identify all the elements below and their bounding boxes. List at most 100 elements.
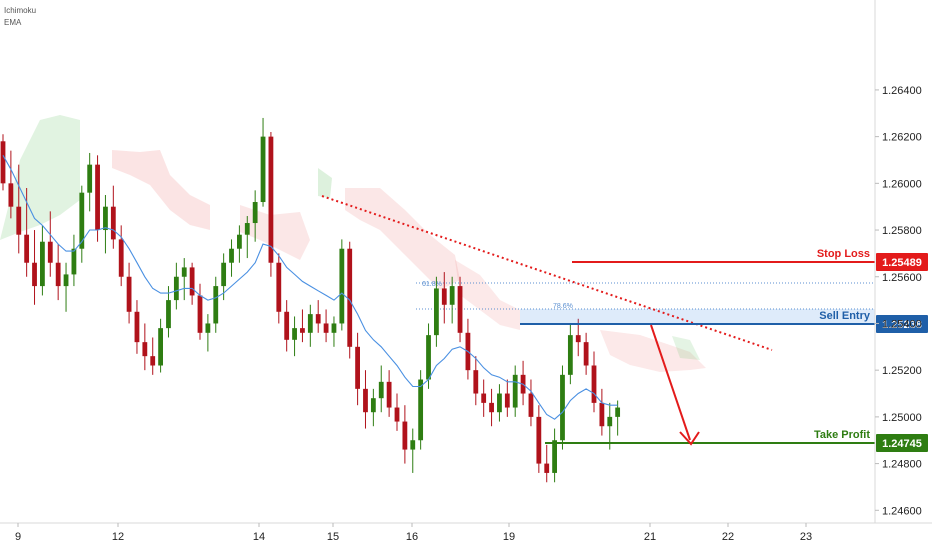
candle-body xyxy=(497,393,502,413)
cloud-segment xyxy=(318,168,332,198)
candle-body xyxy=(544,463,550,473)
price-tick-label: 1.25400 xyxy=(882,318,922,330)
candle-body xyxy=(473,370,479,394)
price-badge-text: 1.25238 xyxy=(882,319,922,331)
candle-body xyxy=(599,402,605,427)
price-tick-label: 1.24600 xyxy=(882,505,922,517)
candle-body xyxy=(591,365,597,403)
price-tick-label: 1.25600 xyxy=(882,272,922,284)
cloud-segment xyxy=(672,336,700,360)
price-tick-label: 1.25200 xyxy=(882,365,922,377)
candle-body xyxy=(189,267,195,296)
candle-body xyxy=(481,393,487,403)
time-tick-label: 23 xyxy=(800,531,812,543)
candle-body xyxy=(512,374,518,408)
candle-body xyxy=(402,421,408,450)
candle-body xyxy=(110,206,116,240)
candle-body xyxy=(575,335,581,343)
candle-body xyxy=(607,416,613,427)
candle-body xyxy=(315,314,321,324)
price-tick-label: 1.26200 xyxy=(882,132,922,144)
candle-body xyxy=(489,402,494,413)
candle-body xyxy=(0,141,6,184)
price-tick-label: 1.26400 xyxy=(882,85,922,97)
level-label: Stop Loss xyxy=(817,248,870,260)
candle-body xyxy=(40,241,45,287)
indicator-label-ichimoku[interactable]: Ichimoku xyxy=(4,6,37,15)
price-badge-text: 1.24745 xyxy=(882,438,922,450)
candle-body xyxy=(560,374,565,441)
candle-body xyxy=(615,407,621,417)
time-axis[interactable]: 9 12 14 15 16 19 21 22 23 xyxy=(0,522,932,543)
candle-body xyxy=(394,407,400,422)
candle-body xyxy=(213,286,219,324)
candle-body xyxy=(142,342,148,357)
candle-body xyxy=(260,136,266,203)
candlestick-series xyxy=(0,117,621,483)
level-label: Sell Entry xyxy=(819,310,871,322)
candle-body xyxy=(339,248,345,324)
candle-body xyxy=(87,164,93,193)
price-badge xyxy=(876,253,928,271)
candle-body xyxy=(63,274,69,287)
candle-body xyxy=(504,393,510,408)
cloud-segment xyxy=(345,188,460,290)
candle-body xyxy=(449,286,455,305)
time-tick-label: 16 xyxy=(406,531,418,543)
indicator-label-ema[interactable]: EMA xyxy=(4,18,22,27)
level-label: Take Profit xyxy=(814,429,870,441)
candle-body xyxy=(378,381,384,399)
price-badge xyxy=(876,315,928,333)
time-tick-label: 12 xyxy=(112,531,124,543)
cloud-segment xyxy=(455,260,520,330)
fib-label-78-6: 78.6% xyxy=(553,303,573,310)
candle-body xyxy=(47,241,53,263)
candle-body xyxy=(205,323,211,333)
candle-body xyxy=(134,311,140,343)
candle-body xyxy=(24,234,30,263)
candle-body xyxy=(331,323,337,333)
projection-arrowhead xyxy=(679,431,700,446)
price-tick-label: 1.25800 xyxy=(882,225,922,237)
candle-body xyxy=(386,381,392,408)
candle-body xyxy=(370,398,376,413)
candle-body xyxy=(567,335,573,375)
price-badge xyxy=(876,434,928,452)
candle-body xyxy=(16,206,22,235)
price-tick-label: 1.25000 xyxy=(882,412,922,424)
candle-body xyxy=(71,248,77,275)
candle-body xyxy=(221,262,227,287)
candle-body xyxy=(434,288,439,336)
candle-body xyxy=(457,286,463,333)
fibonacci-levels: 61.8% 78.6% xyxy=(416,281,875,310)
cloud-segment xyxy=(112,150,210,230)
trade-annotations: Stop Loss 1.25489 Sell Entry 1.25238 Take Pr… xyxy=(321,195,928,452)
time-tick-label: 19 xyxy=(503,531,515,543)
candle-body xyxy=(95,164,100,231)
candle-body xyxy=(355,346,360,389)
sell-zone xyxy=(520,309,875,325)
time-tick-label: 9 xyxy=(15,531,21,543)
candle-body xyxy=(284,311,290,340)
candle-body xyxy=(229,248,234,263)
candle-body xyxy=(583,342,589,366)
candle-body xyxy=(268,136,274,263)
time-tick-label: 15 xyxy=(327,531,339,543)
candle-body xyxy=(237,234,242,249)
fib-label-61-8: 61.8% xyxy=(422,281,442,288)
candle-body xyxy=(536,416,542,464)
candle-body xyxy=(118,239,124,277)
price-axis[interactable]: 1.24600 1.24800 1.25000 1.25200 1.25400 1.256… xyxy=(874,0,922,523)
candle-body xyxy=(418,379,424,441)
price-tick-label: 1.26000 xyxy=(882,178,922,190)
candle-body xyxy=(126,276,132,312)
candle-body xyxy=(166,300,171,329)
candle-body xyxy=(410,440,416,450)
candle-body xyxy=(323,323,329,333)
ema-path xyxy=(2,155,618,420)
candle-body xyxy=(197,295,203,333)
candle-body xyxy=(244,223,250,235)
candle-body xyxy=(32,262,37,287)
